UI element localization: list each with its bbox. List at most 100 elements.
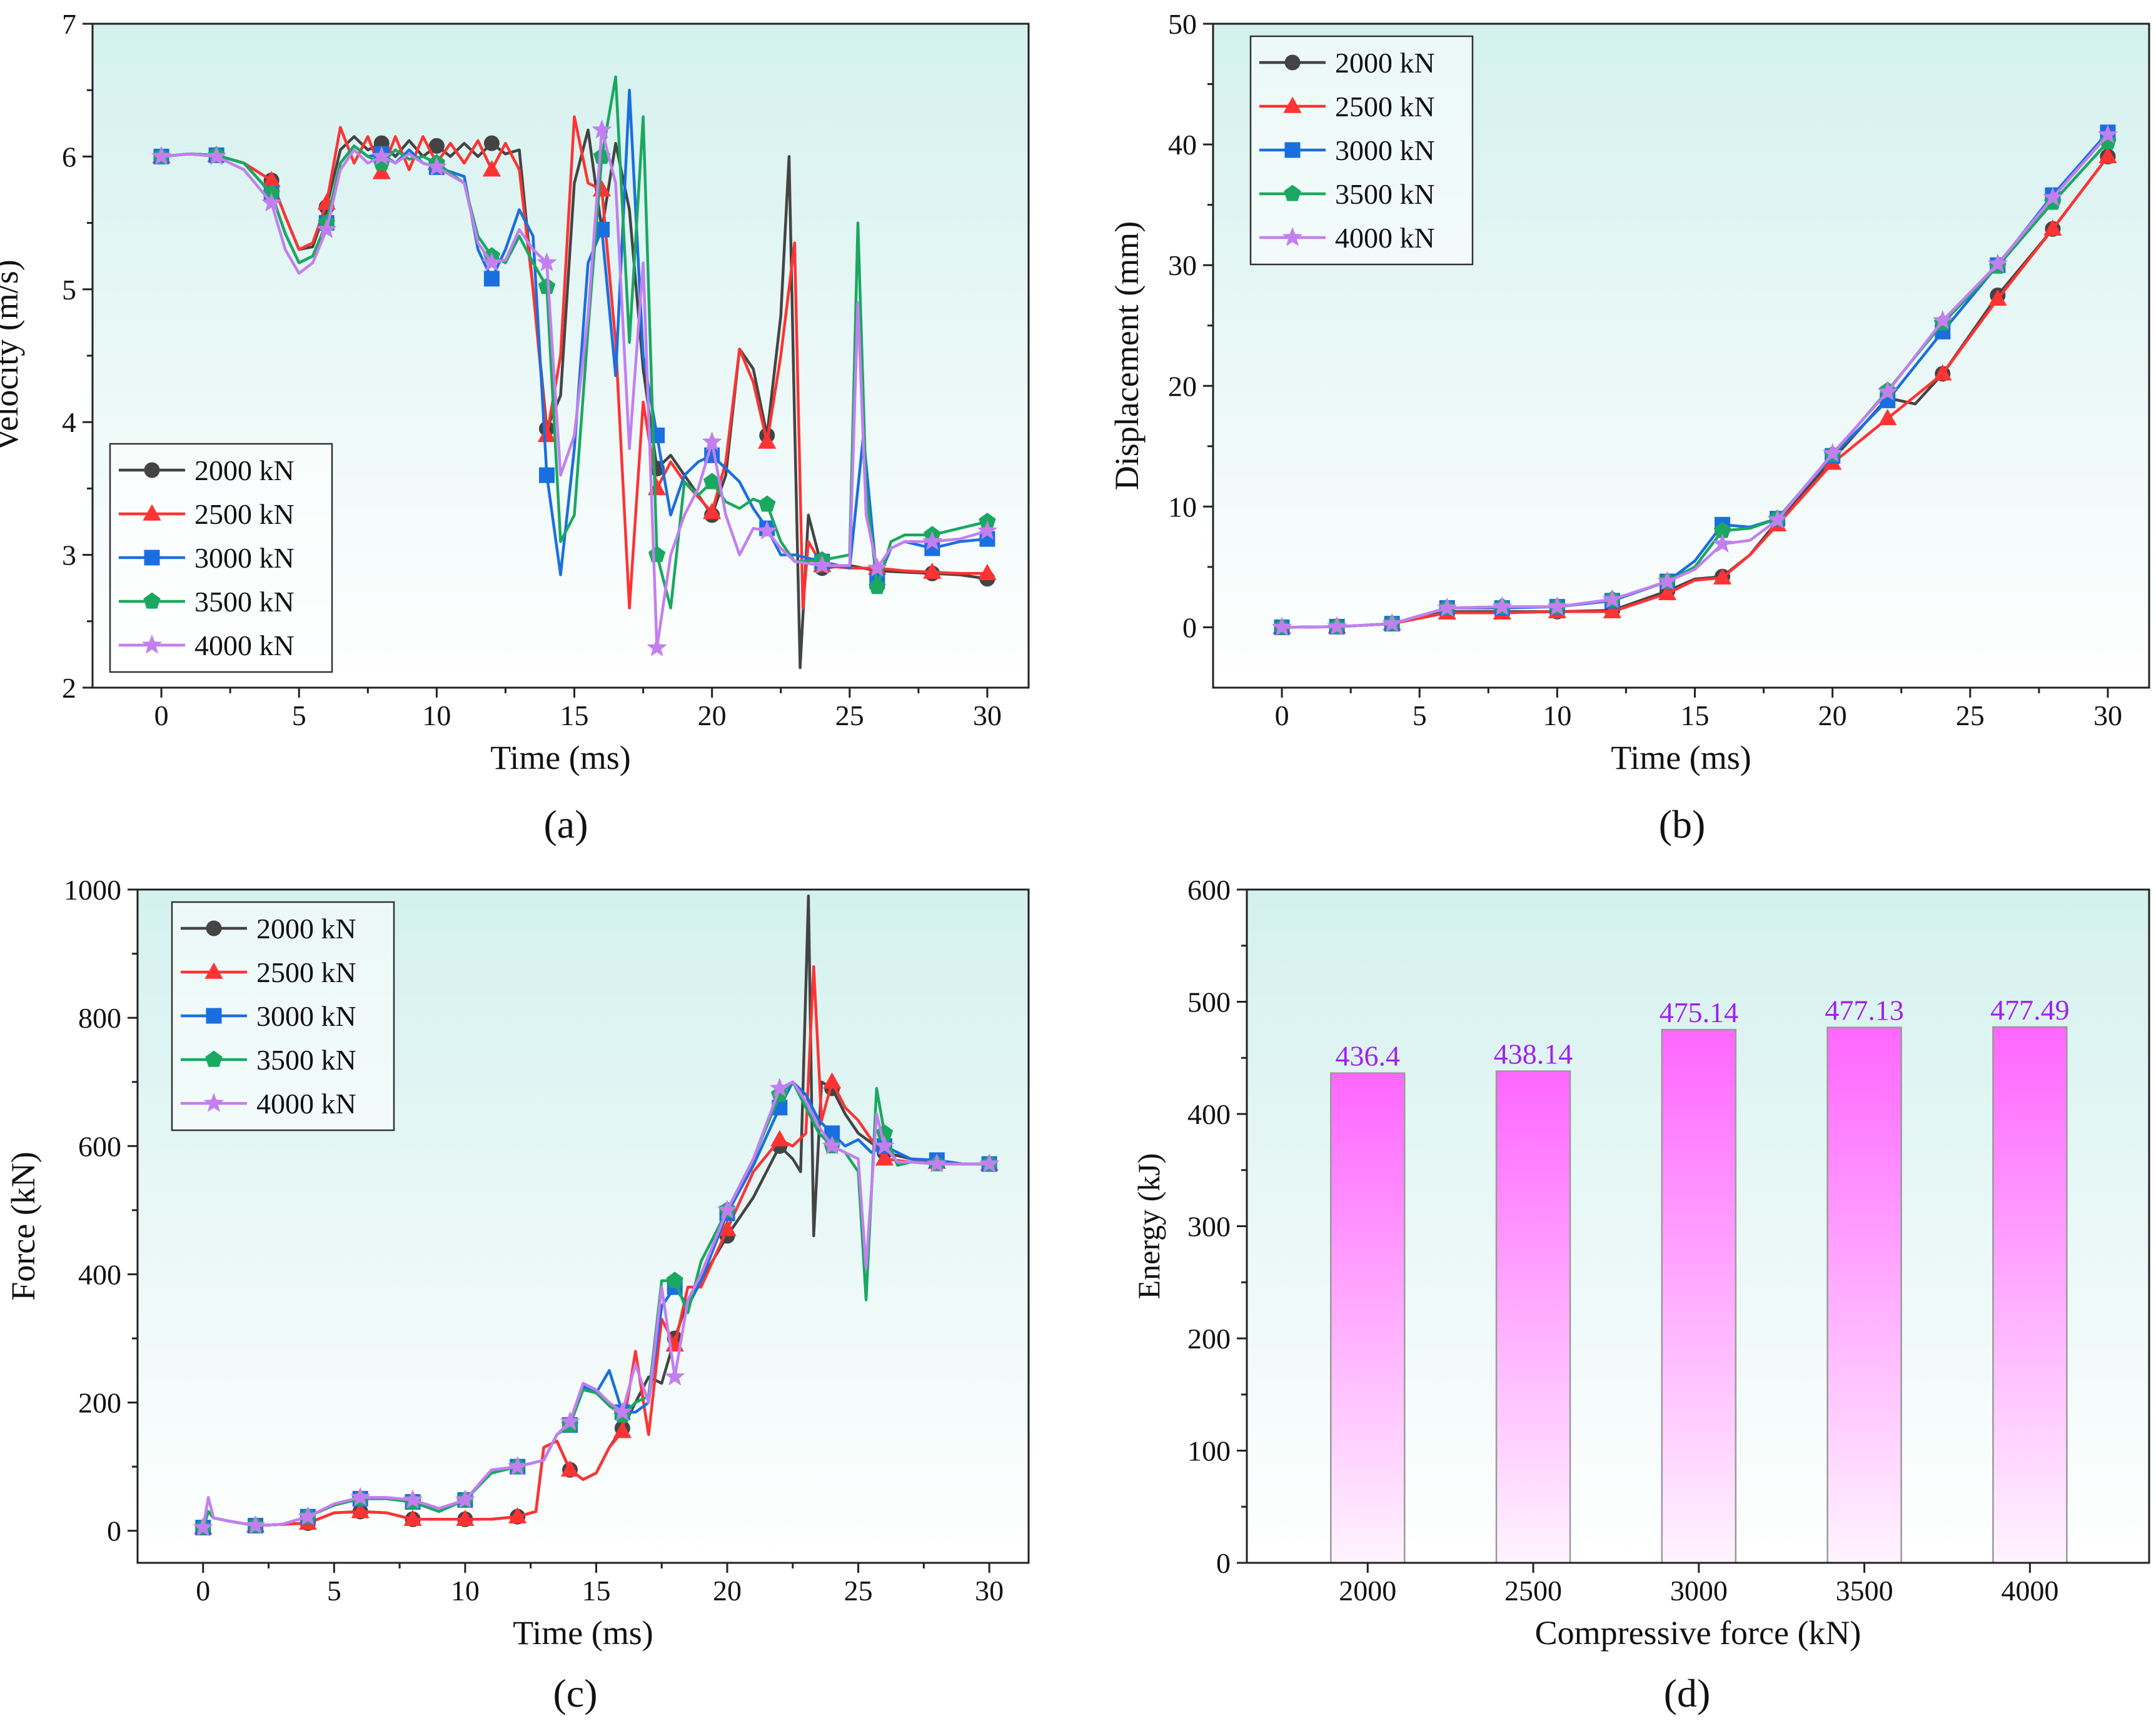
y-tick-label: 50	[1168, 8, 1197, 40]
legend-item-4000-kn: 4000 kN	[119, 630, 295, 661]
legend-marker	[1284, 54, 1301, 71]
data-point	[758, 432, 777, 449]
y-tick-label: 0	[107, 1515, 121, 1547]
series-line	[1282, 134, 2109, 629]
data-point	[508, 1507, 527, 1523]
data-point	[978, 563, 997, 581]
y-axis-label: Velocity (m/s)	[0, 259, 25, 451]
x-axis-label: Time (ms)	[490, 739, 631, 776]
legend-label: 4000 kN	[194, 630, 295, 661]
legend-item-3500-kn: 3500 kN	[119, 586, 295, 618]
data-point	[536, 252, 557, 272]
data-point	[1713, 568, 1732, 585]
x-tick-label: 4000	[2001, 1575, 2058, 1607]
data-point	[402, 1489, 423, 1509]
x-tick-label: 15	[560, 700, 589, 731]
x-tick-label: 3000	[1670, 1575, 1728, 1607]
data-point	[1326, 616, 1348, 636]
data-point	[823, 1072, 842, 1089]
data-point	[537, 426, 557, 443]
legend-marker	[143, 504, 161, 521]
series-line	[201, 1080, 990, 1528]
legend-marker	[205, 1050, 223, 1067]
legend-label: 3000 kN	[256, 1000, 356, 1032]
y-tick-label: 30	[1168, 249, 1197, 281]
data-point	[1988, 289, 2007, 306]
data-point	[977, 520, 998, 540]
legend-item-3500-kn: 3500 kN	[1259, 178, 1435, 210]
data-point	[371, 146, 392, 166]
bar-4000	[1992, 1026, 2068, 1564]
legend-label: 3500 kN	[1335, 178, 1435, 210]
x-tick-label: 20	[1818, 700, 1847, 731]
series-line	[161, 128, 988, 670]
panel-label: (d)	[1664, 1671, 1711, 1715]
y-tick-label: 3	[62, 539, 76, 571]
legend-marker	[1284, 184, 1301, 201]
x-axis-label: Compressive force (kN)	[1535, 1614, 1861, 1652]
data-point	[665, 1366, 685, 1386]
data-point	[1712, 533, 1733, 553]
x-tick-label: 0	[1275, 700, 1289, 731]
legend-marker	[144, 549, 160, 566]
data-point	[1271, 616, 1292, 636]
y-tick-label: 200	[78, 1387, 121, 1419]
plot-frame	[136, 888, 1030, 1564]
bar-value-label: 436.4	[1336, 1040, 1401, 1072]
y-tick-label: 40	[1168, 129, 1197, 161]
data-point	[758, 495, 776, 512]
data-point	[922, 531, 943, 551]
data-point	[2098, 146, 2117, 164]
data-point	[666, 1272, 683, 1288]
legend: 2000 kN 2500 kN 3000 kN 3500 kN 4000 kN	[1249, 35, 1474, 266]
data-point	[1657, 571, 1678, 590]
data-point	[867, 557, 888, 577]
y-tick-label: 100	[1187, 1435, 1231, 1467]
legend-label: 3500 kN	[194, 586, 295, 618]
x-tick-label: 0	[196, 1575, 210, 1607]
data-point	[592, 119, 612, 139]
legend-label: 2500 kN	[194, 498, 295, 530]
series-4000-kn	[151, 119, 998, 657]
legend: 2000 kN 2500 kN 3000 kN 3500 kN 4000 kN	[171, 901, 395, 1131]
x-tick-label: 2000	[1339, 1575, 1396, 1607]
x-tick-label: 30	[2093, 700, 2122, 731]
panel-label: (c)	[553, 1671, 597, 1715]
data-point	[1492, 596, 1513, 616]
bar-value-label: 477.13	[1825, 995, 1904, 1026]
y-tick-label: 600	[1187, 874, 1231, 906]
data-point	[538, 278, 556, 294]
data-point	[923, 562, 942, 579]
y-tick-label: 300	[1187, 1211, 1231, 1243]
legend-label: 2000 kN	[1335, 47, 1435, 79]
legend-label: 3000 kN	[1335, 134, 1435, 166]
data-point	[1603, 601, 1622, 619]
x-tick-label: 15	[582, 1575, 610, 1607]
legend-marker	[1283, 96, 1302, 113]
data-point	[869, 578, 886, 595]
y-tick-label: 4	[62, 406, 76, 438]
data-point	[316, 219, 337, 238]
y-tick-label: 0	[1182, 611, 1197, 643]
data-point	[1822, 443, 1843, 463]
y-tick-label: 10	[1168, 491, 1197, 523]
data-point	[560, 1460, 580, 1477]
data-point	[874, 1135, 895, 1155]
y-tick-label: 7	[62, 8, 76, 40]
y-tick-label: 2	[62, 672, 76, 704]
legend-item-3500-kn: 3500 kN	[181, 1044, 356, 1076]
x-tick-label: 25	[1956, 700, 1985, 731]
legend-item-3000-kn: 3000 kN	[119, 542, 295, 574]
legend-item-3000-kn: 3000 kN	[181, 1000, 356, 1032]
data-point	[482, 160, 501, 177]
y-tick-label: 400	[1187, 1098, 1231, 1130]
data-point	[560, 1411, 580, 1431]
data-point	[757, 520, 777, 540]
x-tick-label: 5	[292, 700, 306, 731]
data-point	[483, 135, 500, 151]
data-point	[812, 554, 832, 574]
data-point	[875, 1149, 894, 1166]
data-point	[1877, 381, 1898, 401]
x-tick-label: 25	[835, 700, 864, 731]
